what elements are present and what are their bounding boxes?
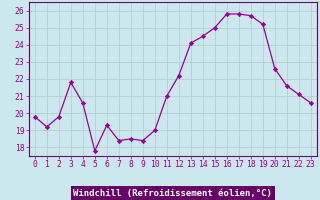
Text: Windchill (Refroidissement éolien,°C): Windchill (Refroidissement éolien,°C)	[73, 189, 272, 198]
